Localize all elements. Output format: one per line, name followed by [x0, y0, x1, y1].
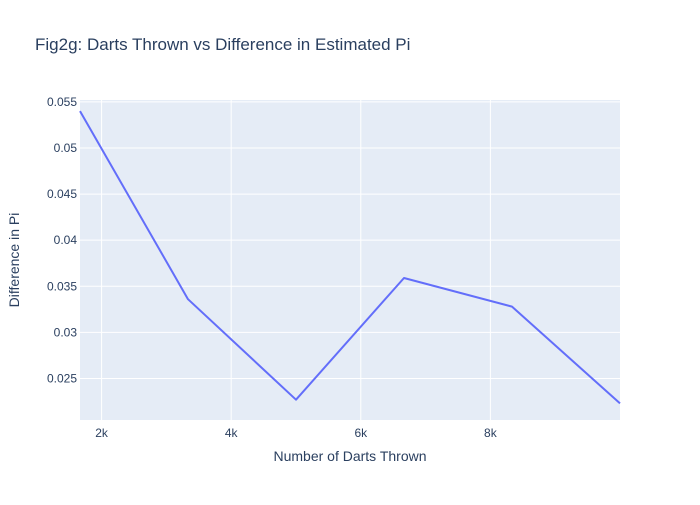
x-tick-label: 8k [484, 426, 498, 440]
y-axis-title: Difference in Pi [6, 213, 22, 308]
x-tick-label: 6k [354, 426, 368, 440]
plot-area [80, 100, 620, 420]
x-tick-labels: 2k 4k 6k 8k [95, 426, 497, 440]
grid-lines [80, 100, 620, 420]
series-layer [79, 110, 621, 405]
chart-title: Fig2g: Darts Thrown vs Difference in Est… [35, 35, 410, 54]
y-tick-label: 0.04 [54, 233, 78, 247]
series-line [79, 110, 621, 405]
y-tick-label: 0.045 [47, 187, 77, 201]
y-tick-labels: 0.025 0.03 0.035 0.04 0.045 0.05 0.055 [47, 95, 77, 386]
x-tick-label: 4k [225, 426, 239, 440]
x-axis-title: Number of Darts Thrown [273, 448, 426, 464]
y-tick-label: 0.05 [54, 141, 78, 155]
x-tick-label: 2k [95, 426, 109, 440]
y-tick-label: 0.025 [47, 372, 77, 386]
y-tick-label: 0.03 [54, 325, 78, 339]
y-tick-label: 0.035 [47, 279, 77, 293]
y-tick-label: 0.055 [47, 95, 77, 109]
